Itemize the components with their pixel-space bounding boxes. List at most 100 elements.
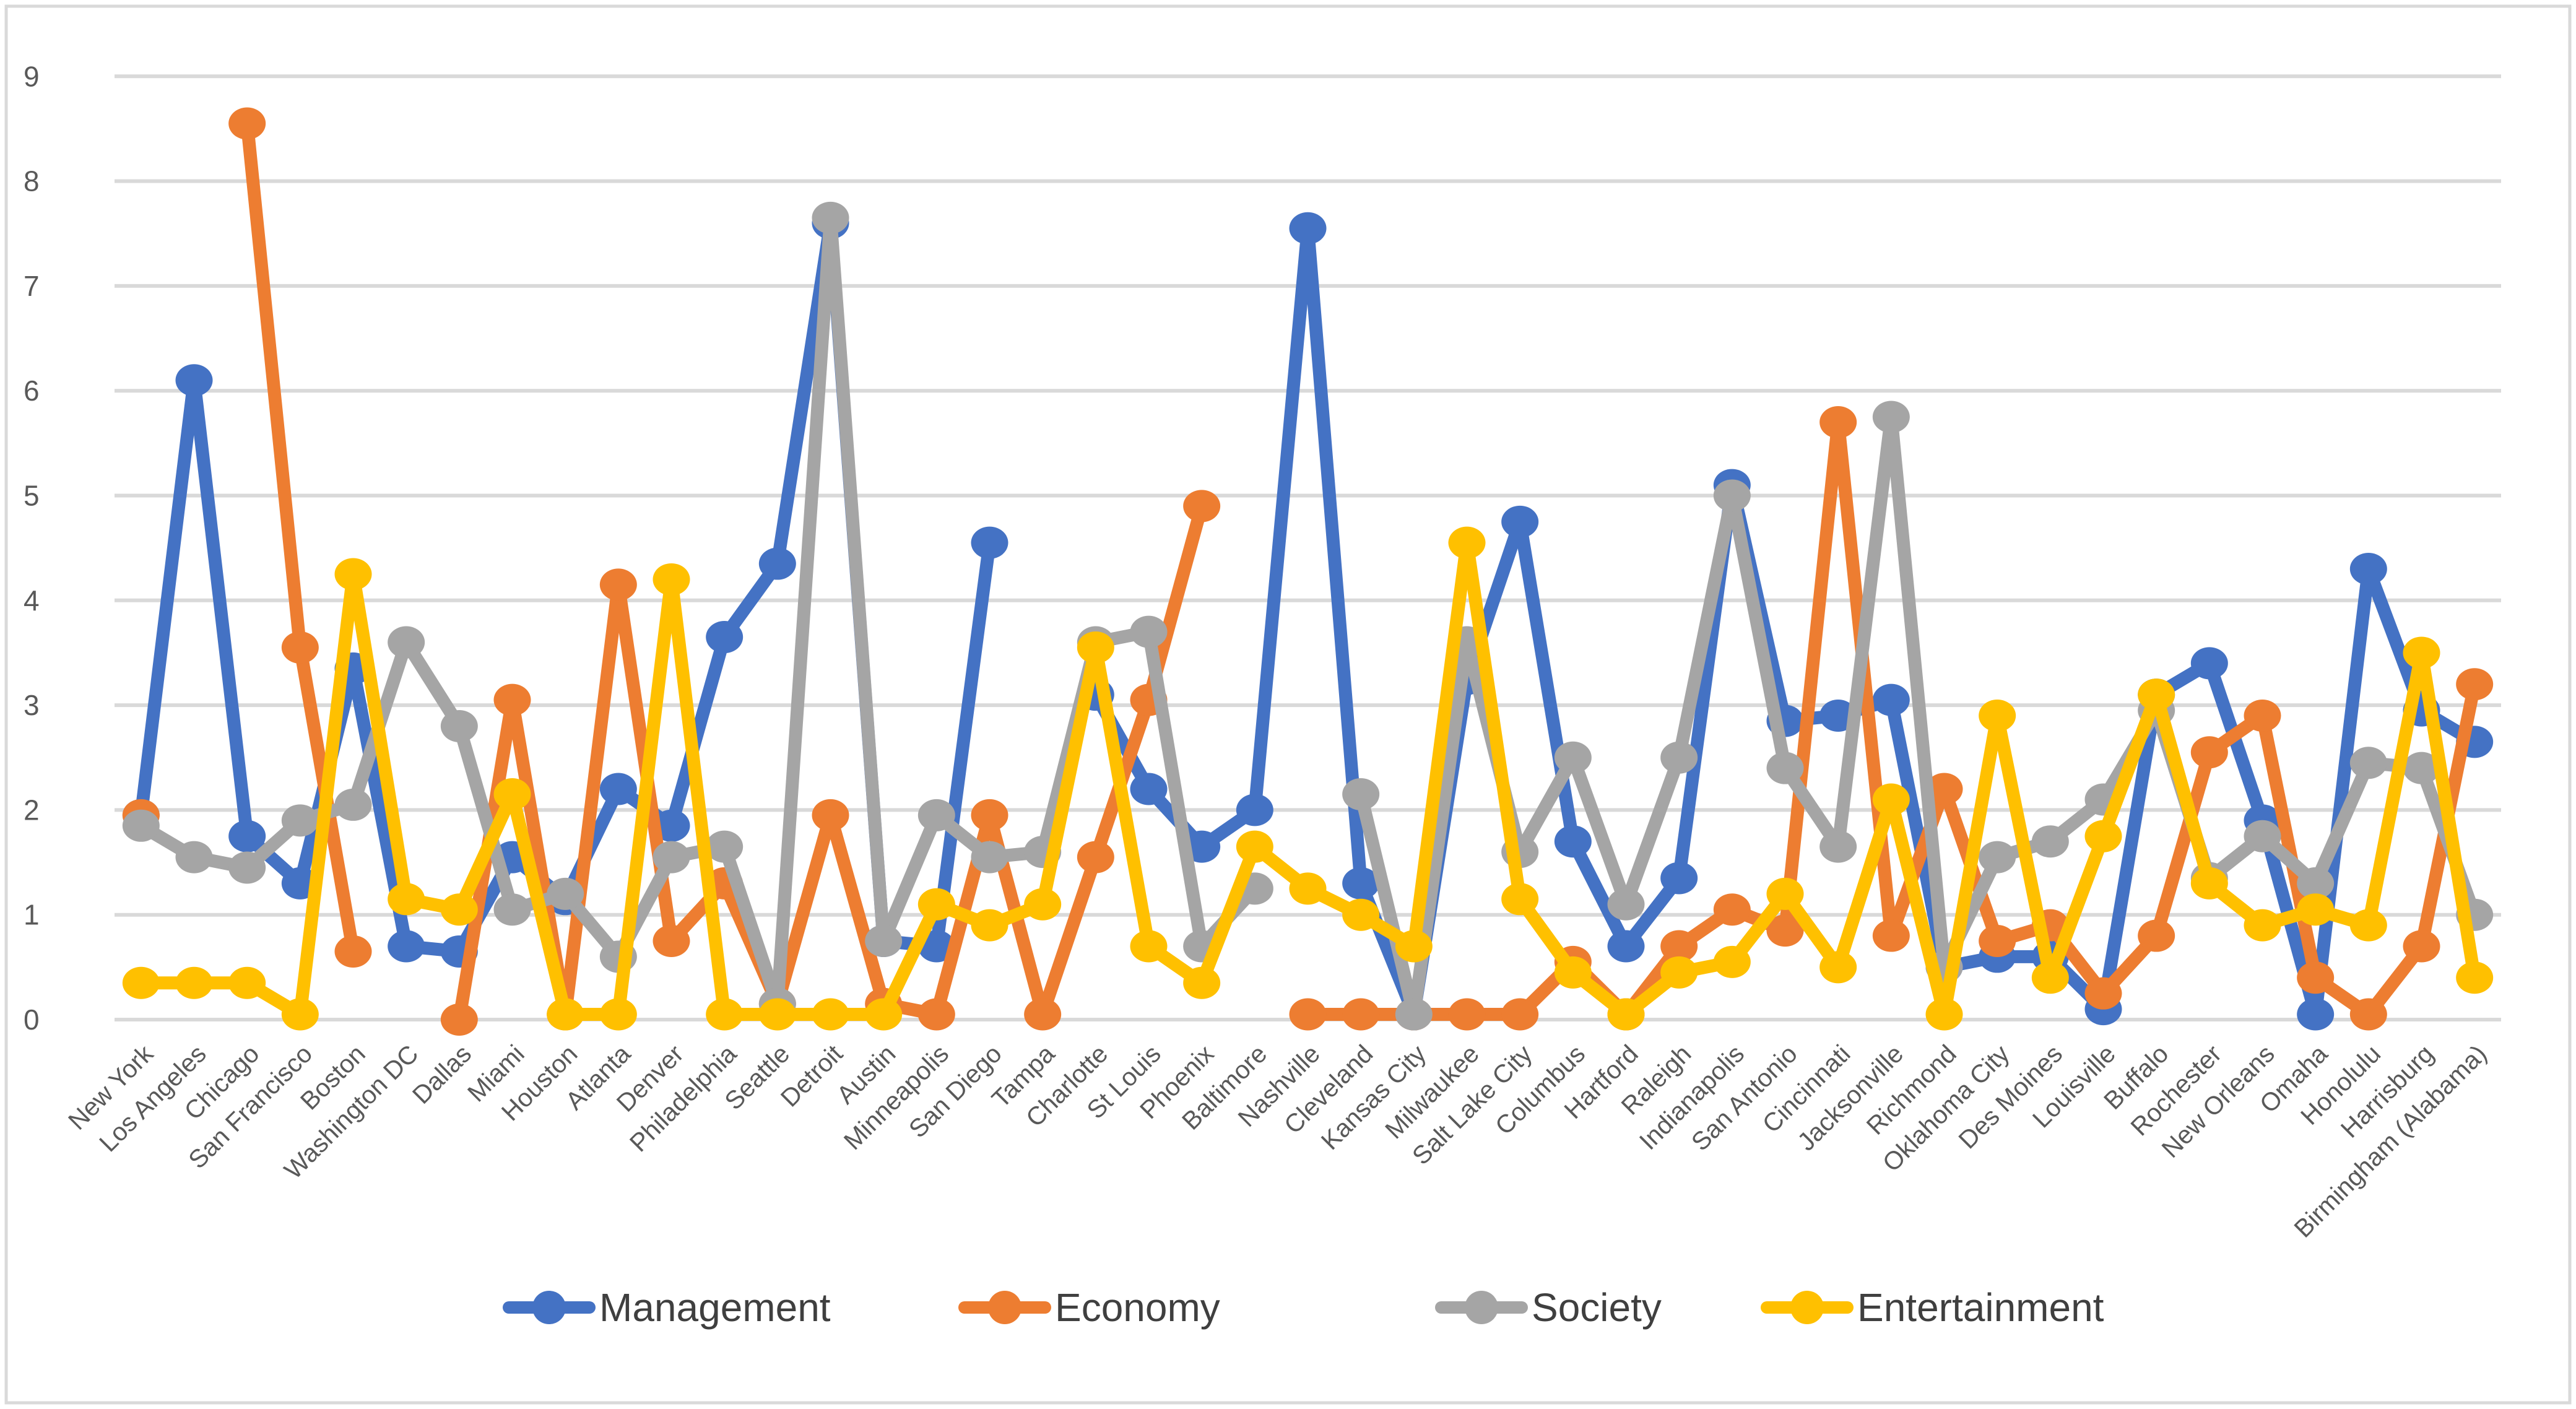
legend-label-economy: Economy [1055, 1285, 1220, 1330]
y-tick-label: 6 [24, 375, 40, 407]
data-point [1024, 888, 1062, 921]
plot-area[interactable] [122, 107, 2494, 1036]
series-society[interactable] [122, 201, 2494, 1031]
data-point [865, 925, 903, 958]
data-point [493, 683, 531, 716]
data-point [2456, 668, 2494, 701]
data-point [1501, 883, 1539, 916]
data-point [971, 909, 1008, 942]
y-tick-label: 5 [24, 480, 40, 512]
y-tick-label: 7 [24, 270, 40, 302]
data-point [388, 883, 425, 916]
data-point [1819, 830, 1857, 863]
data-point [1713, 479, 1751, 512]
data-point [175, 966, 213, 999]
data-point [758, 998, 796, 1031]
data-point [2244, 820, 2281, 852]
data-point [1660, 862, 1698, 895]
data-point [2138, 919, 2175, 952]
data-point [1766, 877, 1804, 910]
data-point [281, 631, 319, 664]
data-point [2349, 998, 2387, 1031]
data-point [1766, 914, 1804, 947]
legend-marker-economy [988, 1291, 1021, 1324]
data-point [1130, 930, 1168, 963]
data-point [547, 998, 584, 1031]
data-point [1501, 998, 1539, 1031]
data-point [1077, 631, 1114, 664]
data-point [706, 998, 744, 1031]
data-point [1660, 956, 1698, 989]
data-point [1607, 888, 1645, 921]
data-point [1501, 505, 1539, 538]
data-point [1395, 998, 1433, 1031]
data-point [1872, 783, 1910, 816]
data-point [2297, 867, 2335, 900]
data-point [1713, 945, 1751, 978]
data-point [1979, 925, 2016, 958]
data-point [493, 893, 531, 926]
data-point [917, 998, 955, 1031]
data-point [1819, 951, 1857, 984]
data-point [917, 888, 955, 921]
data-point [1448, 526, 1486, 559]
data-point [2297, 961, 2335, 994]
data-point [1342, 898, 1380, 931]
data-point [281, 804, 319, 837]
legend-item-society[interactable]: Society [1435, 1285, 1662, 1330]
series-line [1354, 410, 2481, 1021]
y-tick-label: 8 [24, 165, 40, 197]
data-point [599, 998, 637, 1031]
data-point [653, 563, 690, 596]
legend-item-economy[interactable]: Economy [958, 1285, 1220, 1330]
data-point [228, 820, 266, 852]
data-point [971, 799, 1008, 831]
data-point [1289, 872, 1327, 905]
data-point [2084, 820, 2122, 852]
data-point [2190, 647, 2228, 680]
data-point [1395, 930, 1433, 963]
data-point [1872, 919, 1910, 952]
data-point [388, 930, 425, 963]
data-point [175, 841, 213, 874]
data-point [2190, 736, 2228, 769]
data-point [1872, 401, 1910, 433]
data-point [334, 788, 372, 821]
series-entertainment[interactable] [122, 526, 2494, 1031]
legend: Management Economy Society Entertainment [503, 1285, 2104, 1330]
data-point [971, 526, 1008, 559]
legend-item-entertainment[interactable]: Entertainment [1761, 1285, 2104, 1330]
legend-marker-society [1465, 1291, 1498, 1324]
legend-item-management[interactable]: Management [503, 1285, 831, 1330]
data-point [334, 558, 372, 591]
data-point [493, 778, 531, 811]
legend-marker-management [532, 1291, 566, 1324]
data-point [706, 830, 744, 863]
data-point [440, 1004, 478, 1036]
data-point [2031, 961, 2069, 994]
data-point [653, 809, 690, 842]
data-point [1554, 825, 1592, 858]
data-point [1554, 956, 1592, 989]
data-point [1289, 998, 1327, 1031]
data-point [2403, 752, 2440, 784]
data-point [2244, 909, 2281, 942]
data-point [1236, 830, 1273, 863]
data-point [2244, 700, 2281, 732]
data-point [2031, 825, 2069, 858]
data-point [653, 925, 690, 958]
data-point [1342, 998, 1380, 1031]
data-point [440, 893, 478, 926]
data-point [2456, 961, 2494, 994]
y-tick-label: 9 [24, 60, 40, 92]
legend-label-management: Management [599, 1285, 831, 1330]
y-tick-label: 4 [24, 584, 40, 617]
data-point [865, 998, 903, 1031]
data-point [917, 799, 955, 831]
data-point [122, 809, 160, 842]
data-point [653, 841, 690, 874]
data-point [1607, 998, 1645, 1031]
data-point [1979, 841, 2016, 874]
data-point [706, 621, 744, 654]
data-point [1448, 998, 1486, 1031]
